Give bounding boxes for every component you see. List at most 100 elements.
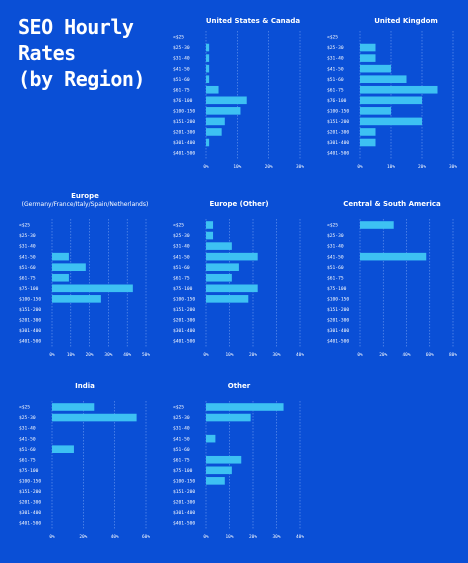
- category-label: $25-30: [173, 45, 190, 51]
- category-label: $61-75: [173, 275, 190, 281]
- category-label: $201-300: [173, 500, 195, 506]
- bar: [360, 75, 407, 83]
- x-tick-label: 10%: [226, 352, 234, 358]
- category-label: $41-50: [19, 254, 36, 260]
- bar: [206, 466, 232, 475]
- x-tick-label: 30%: [449, 164, 457, 170]
- bar: [206, 434, 216, 443]
- chart-title: Central & South America: [343, 200, 441, 208]
- bar: [360, 43, 376, 52]
- bar: [52, 445, 74, 453]
- x-tick-label: 20%: [249, 352, 257, 358]
- category-label: <$25: [173, 405, 184, 411]
- category-label: $201-300: [19, 318, 41, 324]
- category-label: $100-150: [19, 296, 41, 302]
- category-label: $31-40: [327, 56, 344, 62]
- x-tick-label: 20%: [265, 164, 273, 170]
- bar: [206, 242, 232, 250]
- x-tick-label: 40%: [403, 352, 411, 358]
- bar: [206, 96, 247, 105]
- bar: [206, 252, 258, 261]
- bar: [206, 43, 210, 52]
- bar: [360, 85, 438, 94]
- category-label: $61-75: [19, 275, 36, 281]
- x-tick-label: 10%: [67, 352, 75, 358]
- bar: [360, 252, 427, 261]
- bar: [206, 273, 232, 282]
- bar: [52, 273, 69, 282]
- category-label: $401-500: [327, 339, 349, 345]
- category-label: $151-200: [173, 307, 195, 313]
- category-label: $100-150: [173, 478, 195, 484]
- bar: [52, 295, 101, 303]
- category-label: $25-30: [19, 415, 36, 421]
- category-label: $75-100: [19, 468, 39, 474]
- category-label: $31-40: [173, 56, 190, 62]
- x-tick-label: 30%: [273, 534, 281, 540]
- category-label: $51-60: [19, 447, 36, 453]
- x-tick-label: 0%: [49, 352, 55, 358]
- category-label: $401-500: [19, 339, 41, 345]
- x-tick-label: 10%: [233, 164, 241, 170]
- category-label: $41-50: [173, 66, 190, 72]
- chart-panel: India 0% 20% 40% 60% <$25 $25-30 $31-40 $41-50 $5…: [19, 382, 150, 540]
- category-label: <$25: [173, 35, 184, 41]
- bar: [206, 284, 258, 293]
- category-label: $41-50: [327, 66, 344, 72]
- category-label: <$25: [327, 223, 338, 229]
- x-tick-label: 30%: [104, 352, 112, 358]
- category-label: $41-50: [327, 254, 344, 260]
- x-tick-label: 0%: [357, 352, 363, 358]
- category-label: $151-200: [19, 489, 41, 495]
- category-label: $401-500: [327, 151, 349, 157]
- x-tick-label: 20%: [79, 534, 87, 540]
- x-tick-label: 60%: [142, 534, 150, 540]
- page-title: SEO Hourly Rates (by Region): [18, 15, 145, 91]
- x-tick-label: 20%: [249, 534, 257, 540]
- x-tick-label: 10%: [226, 534, 234, 540]
- category-label: $61-75: [173, 457, 190, 463]
- chart-title: Other: [228, 382, 251, 390]
- bar: [206, 85, 219, 94]
- x-tick-label: 80%: [449, 352, 457, 358]
- x-tick-label: 20%: [86, 352, 94, 358]
- category-label: $100-150: [327, 296, 349, 302]
- chart-title: Europe: [71, 192, 99, 200]
- chart-panel: Other 0% 10% 20% 30% 40% <$25 $25-30 $31-40 $41-5…: [173, 382, 304, 540]
- category-label: $51-60: [173, 447, 190, 453]
- category-label: <$25: [19, 405, 30, 411]
- category-label: $41-50: [19, 436, 36, 442]
- category-label: $61-75: [327, 275, 344, 281]
- category-label: $201-300: [327, 318, 349, 324]
- bar: [360, 54, 376, 62]
- bar: [206, 231, 214, 240]
- bar: [206, 128, 222, 136]
- category-label: $75-100: [173, 286, 193, 292]
- category-label: $31-40: [327, 244, 344, 250]
- x-tick-label: 40%: [296, 534, 304, 540]
- chart-panel: Europe(Germany/France/Italy/Spain/Nether…: [19, 192, 150, 358]
- bar: [206, 64, 210, 73]
- x-tick-label: 20%: [379, 352, 387, 358]
- category-label: $25-30: [173, 415, 190, 421]
- chart-title: United Kingdom: [374, 17, 438, 25]
- chart-title: United States & Canada: [206, 17, 301, 25]
- category-label: $25-30: [173, 233, 190, 239]
- category-label: $151-200: [19, 307, 41, 313]
- x-tick-label: 30%: [296, 164, 304, 170]
- category-label: $75-100: [173, 468, 193, 474]
- category-label: $151-200: [327, 119, 349, 125]
- chart-panel: United States & Canada 0% 10% 20% 30% <$25 $25…: [173, 17, 304, 170]
- x-tick-label: 0%: [203, 534, 209, 540]
- category-label: $301-400: [327, 140, 349, 146]
- x-tick-label: 40%: [123, 352, 131, 358]
- category-label: $301-400: [173, 510, 195, 516]
- category-label: $201-300: [19, 500, 41, 506]
- category-label: <$25: [19, 223, 30, 229]
- bar: [206, 54, 210, 62]
- bar: [206, 117, 225, 126]
- category-label: $25-30: [19, 233, 36, 239]
- category-label: $61-75: [173, 87, 190, 93]
- bar: [360, 117, 422, 126]
